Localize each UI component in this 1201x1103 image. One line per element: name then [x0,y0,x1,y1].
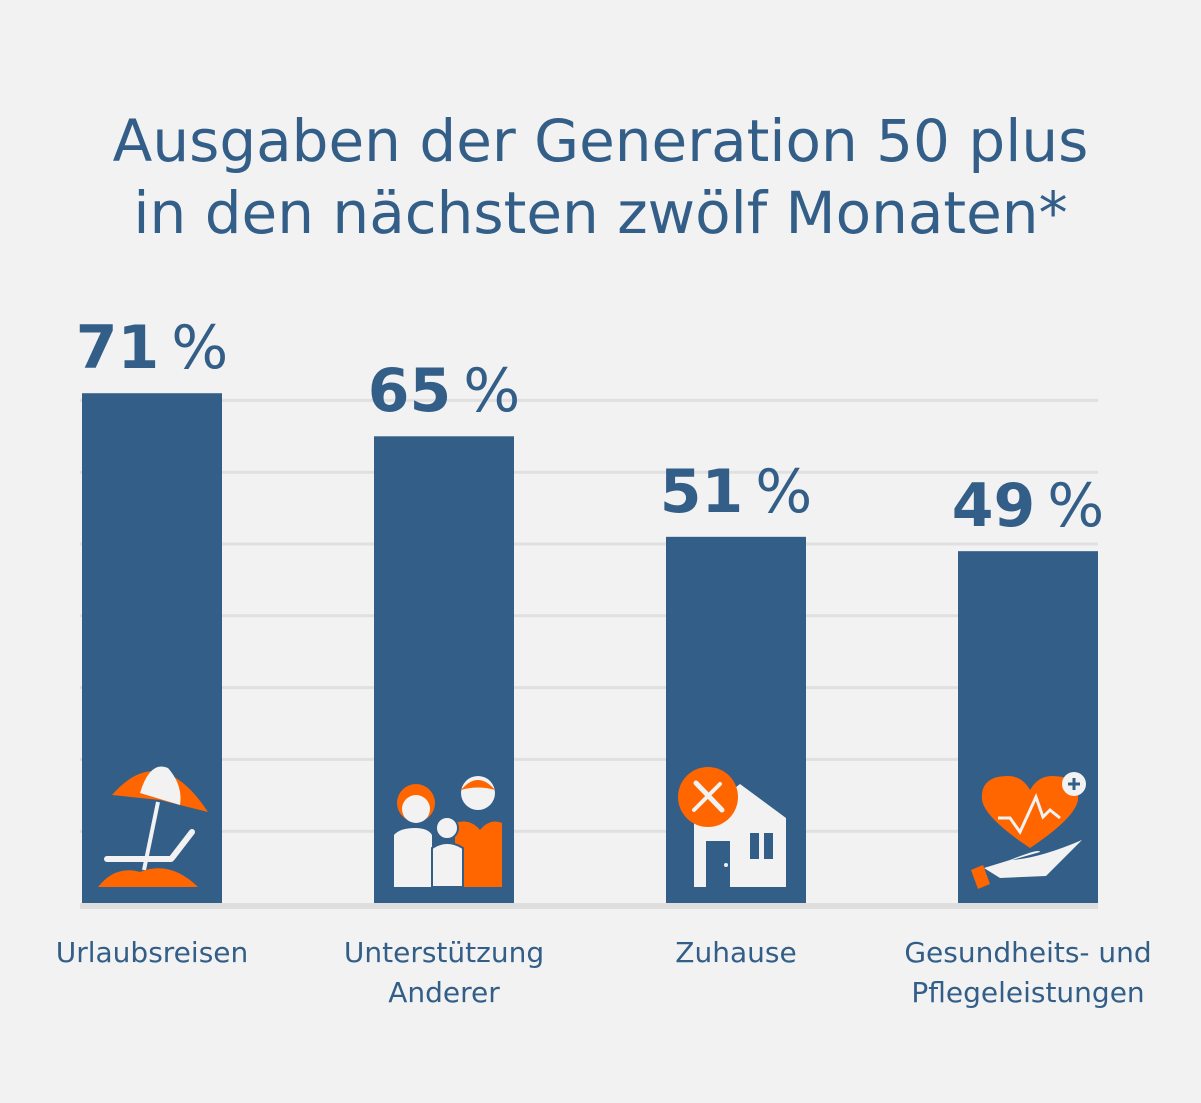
data-label-value: 71 [75,313,160,384]
house-window-right [764,833,773,859]
data-label: 51 % [636,457,836,527]
chart-title-line-2: in den nächsten zwölf Monaten* [133,179,1068,247]
x-tick-label: Zuhause [590,933,882,973]
man-body [455,821,502,887]
umbrella-stripe [140,766,181,805]
plus-sign [1068,778,1080,790]
pulse-line [998,792,1061,835]
data-label: 49 % [928,471,1128,541]
x-tick-label-line: Unterstützung [343,936,545,969]
data-label-unit: % [743,456,813,527]
x-tick-label-line: Anderer [388,976,500,1009]
x-tick-label-line: Urlaubsreisen [55,936,249,969]
lounger-seat [104,856,174,862]
health-care-icon [971,772,1086,889]
x-tick-label-line: Gesundheits- und [904,936,1152,969]
data-label-value: 49 [951,471,1036,542]
x-tick-label: Gesundheits- und Pflegeleistungen [882,933,1174,1013]
family-icon [394,776,502,888]
child-head [435,816,459,840]
x-tick-label-line: Pflegeleistungen [911,976,1145,1009]
bar [82,393,222,903]
house-window-left [750,833,759,859]
data-label-unit: % [159,313,229,384]
x-tick-label-line: Zuhause [675,936,797,969]
data-label-value: 65 [367,356,452,427]
cuff [971,865,990,889]
child-body [431,842,464,888]
sand [98,868,198,887]
bar [958,551,1098,903]
beach-umbrella-icon [98,766,208,887]
chart-title-line-1: Ausgaben der Generation 50 plus [112,107,1089,175]
chart-title: Ausgaben der Generation 50 plus in den n… [0,105,1201,249]
woman-body [394,828,432,887]
data-label-unit: % [1035,471,1105,542]
data-label-value: 51 [659,456,744,527]
hand [984,840,1082,878]
woman-face [402,795,430,823]
x-tick-label: Urlaubsreisen [6,933,298,973]
data-label: 71 % [52,313,252,383]
lounger-back [169,829,195,861]
door-knob [724,863,728,867]
house-repair-icon [678,767,786,887]
man-hair [461,780,495,790]
wrench [692,782,722,812]
data-label: 65 % [344,356,544,426]
data-label-unit: % [451,356,521,427]
x-tick-label: Unterstützung Anderer [298,933,590,1013]
